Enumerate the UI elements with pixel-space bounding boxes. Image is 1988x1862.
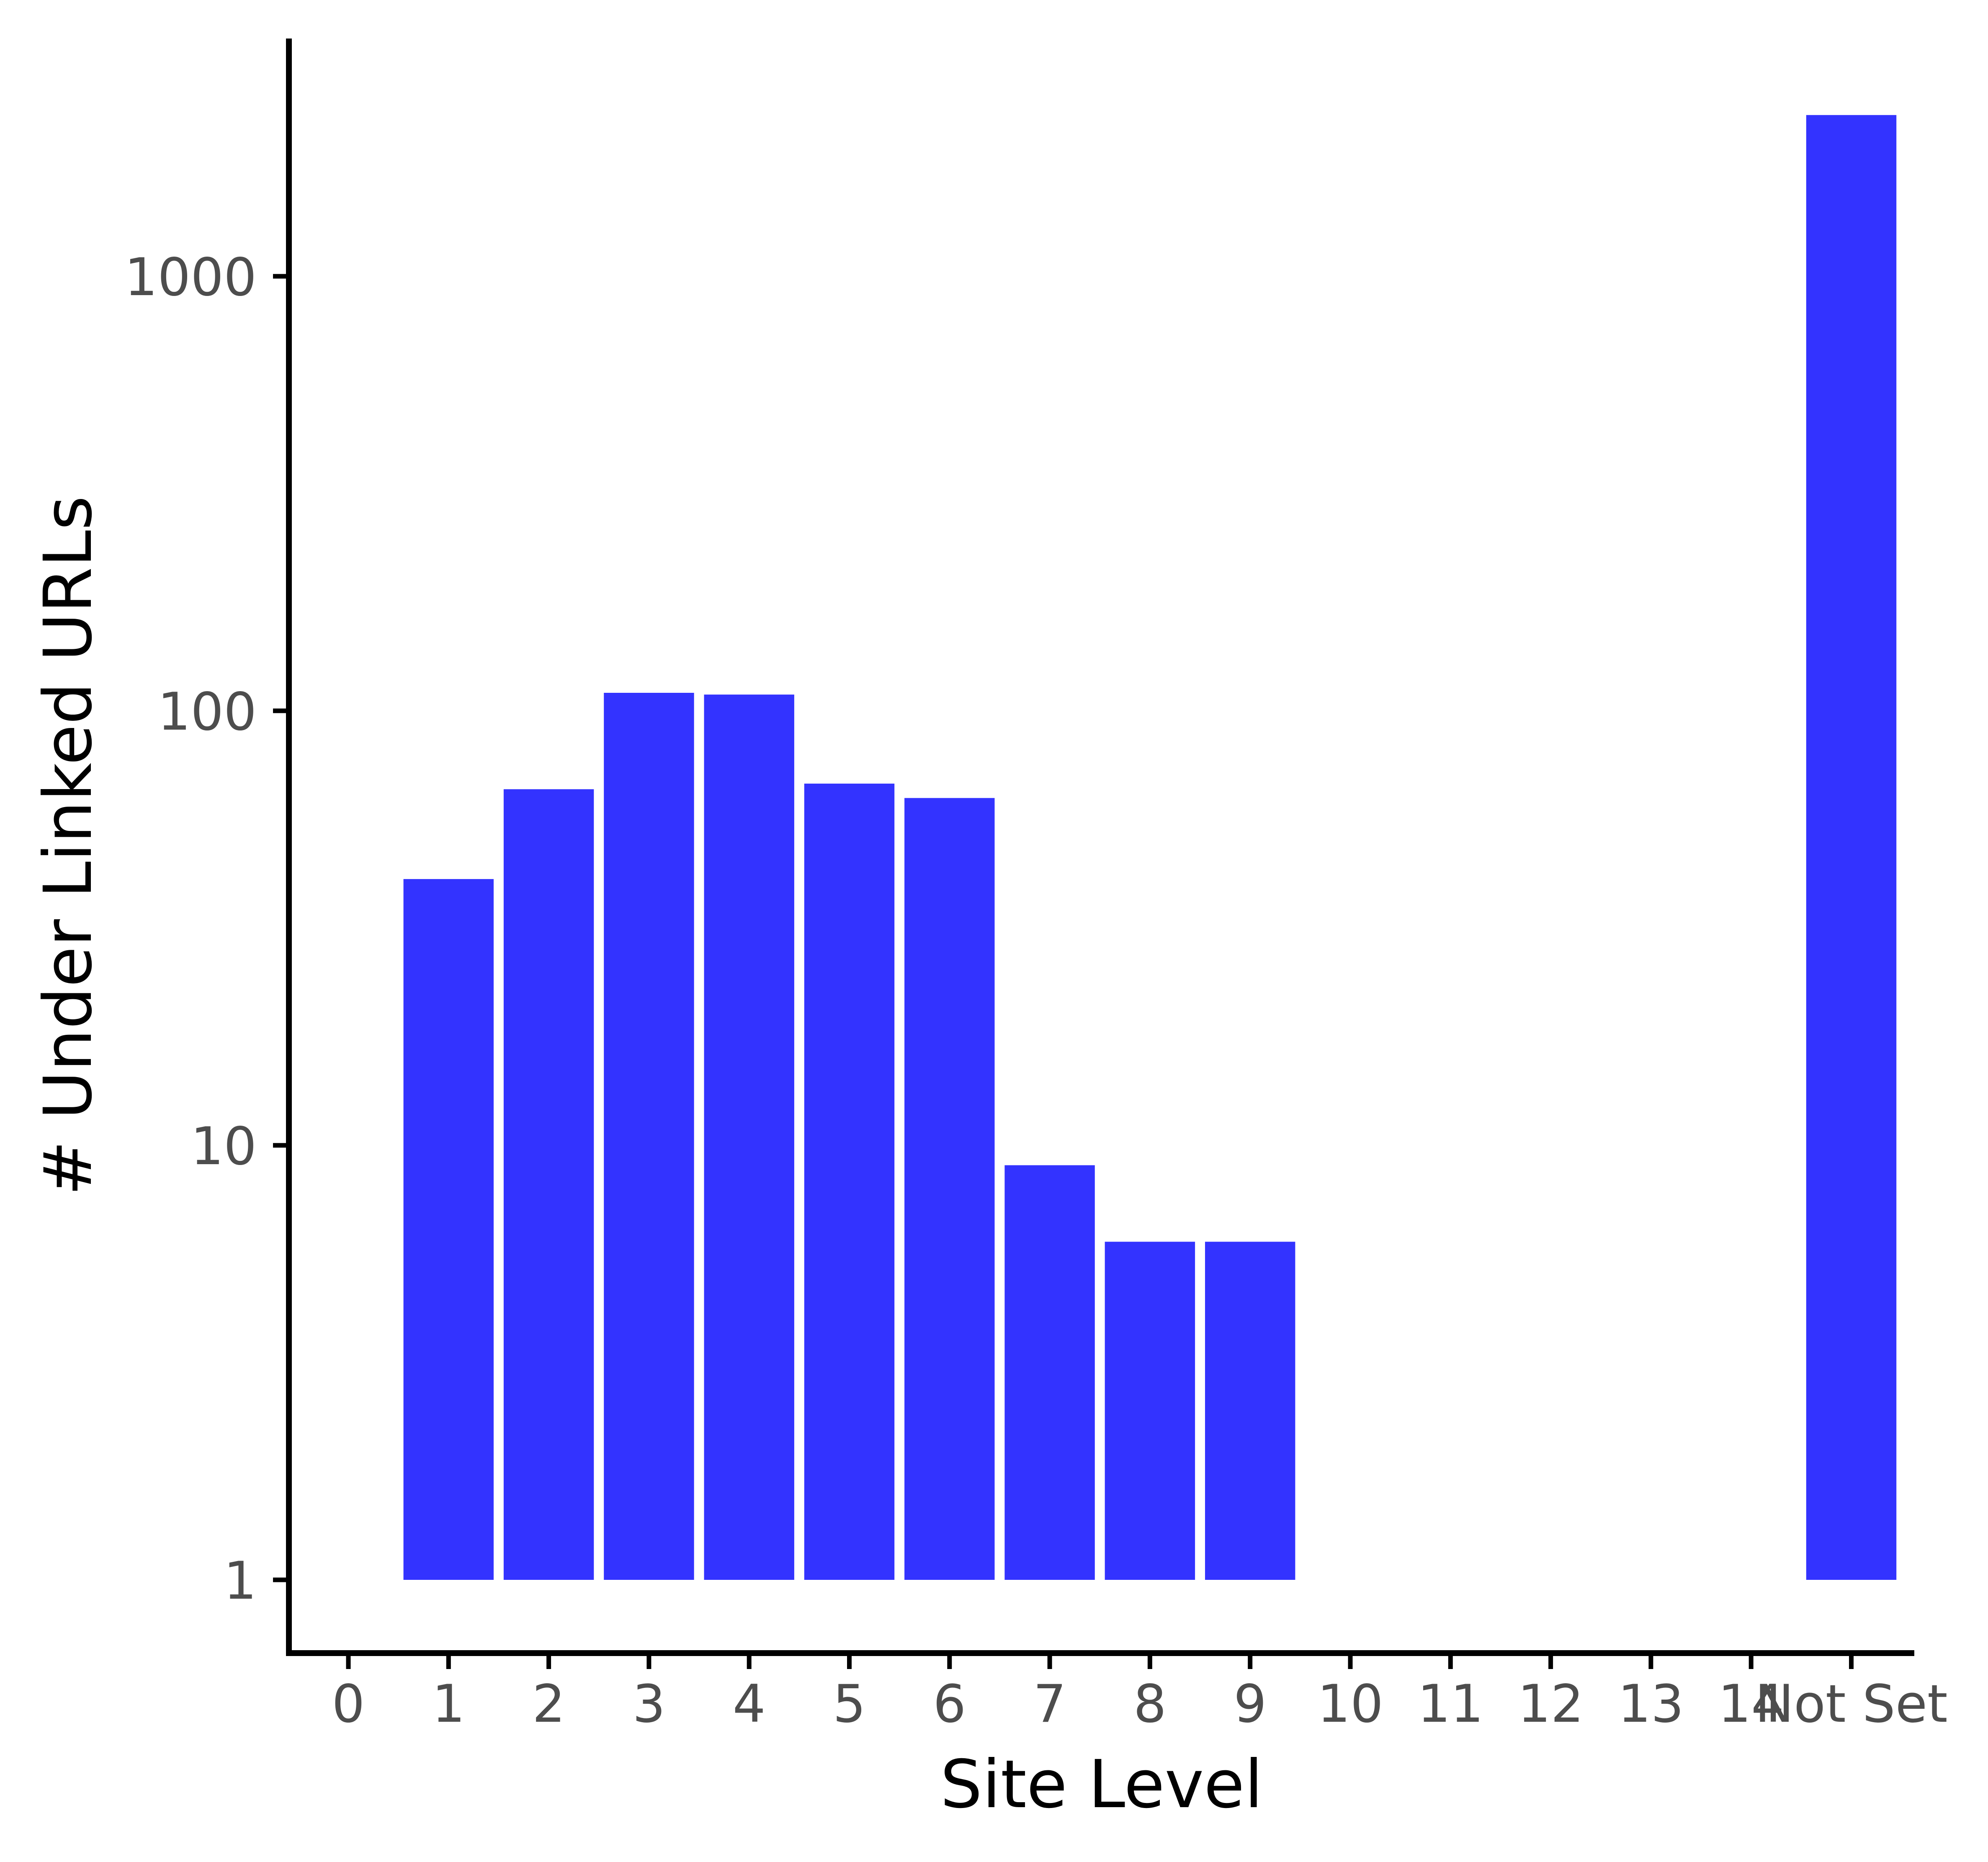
x-tick-label: 10 <box>1317 1674 1383 1734</box>
x-tick-label: 12 <box>1518 1674 1584 1734</box>
y-axis-title: # Under Linked URLs <box>30 496 107 1196</box>
bar-2 <box>503 789 594 1580</box>
y-tick-label: 1 <box>224 1551 257 1611</box>
bars-group <box>403 115 1897 1580</box>
x-tick-label: 2 <box>532 1674 565 1734</box>
x-tick-label: 6 <box>933 1674 966 1734</box>
x-tick-label: 9 <box>1233 1674 1267 1734</box>
x-tick-label: 4 <box>733 1674 766 1734</box>
x-tick-label: 7 <box>1033 1674 1066 1734</box>
x-tick-label: 0 <box>332 1674 365 1734</box>
x-tick-label: 14 <box>1718 1674 1784 1734</box>
x-tick-label: 8 <box>1133 1674 1167 1734</box>
y-tick-label: 10 <box>191 1116 257 1177</box>
bar-9 <box>1205 1242 1295 1580</box>
x-tick-label: Not Set <box>1755 1674 1947 1734</box>
bar-not-set <box>1806 115 1897 1580</box>
bar-3 <box>604 693 694 1580</box>
y-axis: 1 10 100 1000 <box>124 39 292 1656</box>
x-tick-label: 3 <box>632 1674 665 1734</box>
x-tick-label: 5 <box>833 1674 866 1734</box>
x-axis-title: Site Level <box>940 1746 1263 1823</box>
bar-5 <box>804 783 895 1580</box>
x-tick-label: 11 <box>1417 1674 1483 1734</box>
x-tick-label: 13 <box>1618 1674 1684 1734</box>
bar-6 <box>904 798 995 1580</box>
bar-4 <box>704 694 794 1580</box>
bar-7 <box>1004 1165 1095 1580</box>
x-tick-label: 1 <box>432 1674 465 1734</box>
bar-8 <box>1105 1242 1195 1580</box>
y-tick-label: 100 <box>157 682 257 742</box>
y-tick-label: 1000 <box>124 247 257 308</box>
bar-1 <box>403 879 494 1580</box>
